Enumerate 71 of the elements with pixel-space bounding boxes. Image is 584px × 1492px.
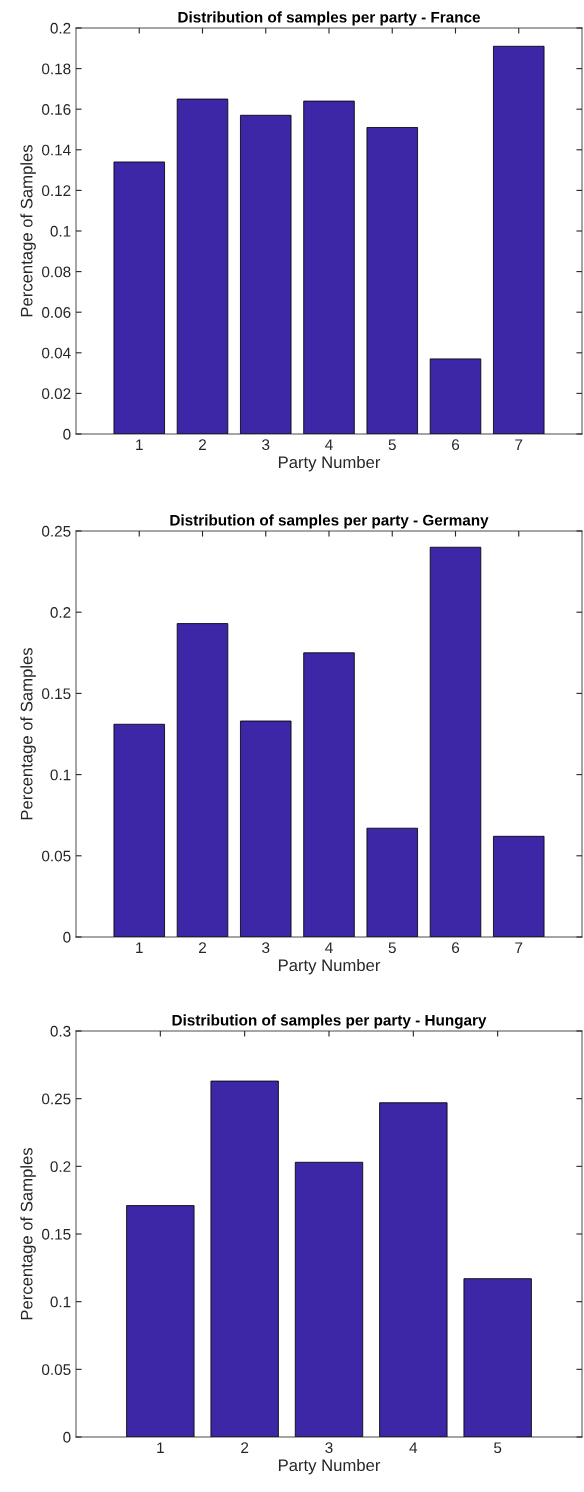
bar [210,1080,279,1437]
bar [303,652,355,937]
x-axis-title: Party Number [278,958,381,975]
bar [429,358,482,434]
bar [126,1205,195,1437]
y-tick-label: 0.05 [42,1364,71,1376]
x-tick-label: 5 [388,439,396,451]
y-tick-label: 0.25 [42,525,71,537]
y-tick-label: 0.05 [42,850,71,862]
y-tick-label: 0.15 [42,1228,71,1240]
chart-title: Distribution of samples per party - France [178,11,481,26]
bar [366,127,418,434]
x-tick-label: 1 [136,942,143,953]
x-tick-label: 4 [409,1442,418,1453]
y-tick-label: 0 [63,1431,71,1443]
y-tick-label: 0.18 [42,63,71,75]
bar [493,45,545,434]
bar [493,835,545,937]
x-tick-label: 2 [199,439,206,450]
y-tick-label: 0.15 [42,688,71,700]
x-axis-title: Party Number [278,455,381,472]
bar [240,114,292,434]
x-tick-label: 5 [494,1442,502,1454]
y-axis-title: Percentage of Samples [20,1147,36,1320]
x-tick-label: 7 [515,942,523,953]
bar [240,720,292,937]
y-tick-label: 0.3 [50,1025,71,1037]
x-tick-label: 6 [452,439,460,451]
y-tick-label: 0.2 [50,607,71,618]
y-axis-title: Percentage of Samples [20,647,36,820]
x-tick-label: 3 [262,942,270,954]
bar [303,100,355,434]
x-tick-label: 1 [136,439,143,450]
x-tick-label: 5 [388,942,396,954]
bar [113,723,165,937]
y-tick-label: 0.02 [42,388,71,400]
bar [366,827,418,937]
x-tick-label: 4 [325,439,333,450]
x-tick-label: 2 [199,942,206,953]
y-tick-label: 0.1 [50,1296,71,1308]
y-tick-label: 0.1 [50,225,71,237]
y-tick-label: 0 [63,931,71,943]
x-tick-label: 1 [157,1442,164,1453]
bar [379,1102,448,1437]
x-axis-title: Party Number [278,1458,381,1475]
chart-title: Distribution of samples per party - Germany [170,514,489,529]
x-tick-label: 2 [241,1442,249,1453]
x-tick-label: 3 [325,1442,333,1454]
x-tick-label: 4 [325,942,333,953]
y-tick-label: 0.2 [50,1161,71,1173]
bar [429,546,482,937]
bar [294,1161,364,1437]
x-tick-label: 3 [262,439,270,451]
bar [176,98,229,434]
x-tick-label: 6 [452,942,460,954]
y-tick-label: 0.08 [42,266,71,278]
chart-title: Distribution of samples per party - Hungary [172,1014,487,1029]
y-tick-label: 0.1 [50,769,71,781]
y-tick-label: 0.14 [42,144,71,156]
bar [463,1278,532,1437]
y-axis-title: Percentage of Samples [20,144,36,317]
bar [113,161,165,434]
y-tick-label: 0.04 [42,347,71,359]
y-tick-label: 0 [63,428,71,440]
bar [176,623,229,937]
y-tick-label: 0.16 [42,104,71,115]
x-tick-label: 7 [515,439,523,450]
y-tick-label: 0.25 [42,1093,71,1105]
y-tick-label: 0.06 [42,307,71,318]
y-tick-label: 0.2 [50,22,71,34]
y-tick-label: 0.12 [42,185,71,197]
